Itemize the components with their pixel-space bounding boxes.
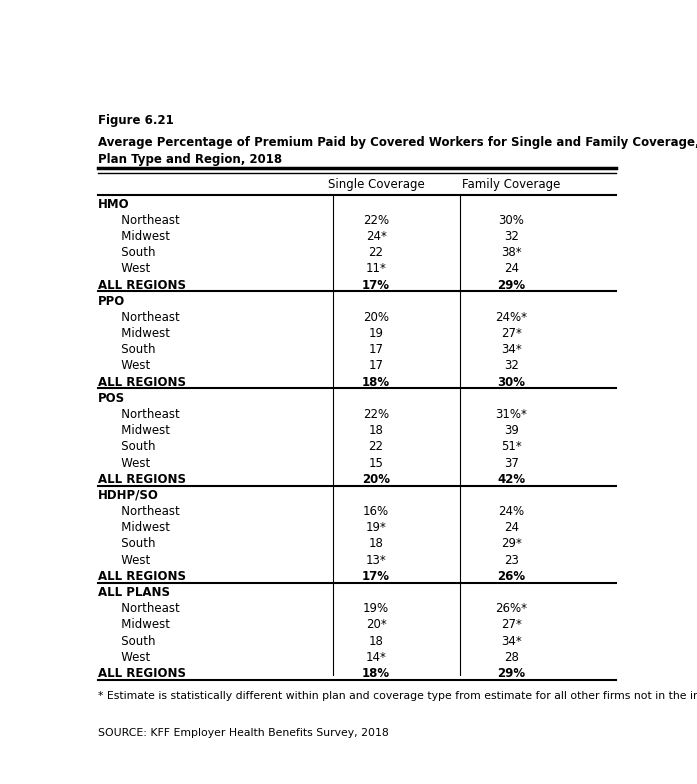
Text: Midwest: Midwest <box>110 424 170 437</box>
Text: 32: 32 <box>504 230 519 243</box>
Text: 24%: 24% <box>498 505 524 518</box>
Text: 15: 15 <box>369 456 383 470</box>
Text: 17: 17 <box>369 360 383 372</box>
Text: 34*: 34* <box>500 343 521 356</box>
Text: 24*: 24* <box>366 230 387 243</box>
Text: SOURCE: KFF Employer Health Benefits Survey, 2018: SOURCE: KFF Employer Health Benefits Sur… <box>98 728 389 738</box>
Text: West: West <box>110 456 150 470</box>
Text: 14*: 14* <box>366 651 387 664</box>
Text: 32: 32 <box>504 360 519 372</box>
Text: Northeast: Northeast <box>110 214 180 227</box>
Text: 24%*: 24%* <box>495 311 527 324</box>
Text: Family Coverage: Family Coverage <box>462 178 560 191</box>
Text: Midwest: Midwest <box>110 521 170 534</box>
Text: 27*: 27* <box>500 619 521 631</box>
Text: 24: 24 <box>504 521 519 534</box>
Text: 18: 18 <box>369 424 383 437</box>
Text: South: South <box>110 246 155 260</box>
Text: ALL REGIONS: ALL REGIONS <box>98 278 186 292</box>
Text: 19*: 19* <box>366 521 387 534</box>
Text: South: South <box>110 538 155 550</box>
Text: PPO: PPO <box>98 295 125 308</box>
Text: West: West <box>110 554 150 567</box>
Text: ALL REGIONS: ALL REGIONS <box>98 667 186 680</box>
Text: 16%: 16% <box>363 505 389 518</box>
Text: 19: 19 <box>369 327 383 340</box>
Text: 30%: 30% <box>498 214 524 227</box>
Text: ALL REGIONS: ALL REGIONS <box>98 570 186 583</box>
Text: West: West <box>110 651 150 664</box>
Text: 22%: 22% <box>363 408 389 421</box>
Text: Northeast: Northeast <box>110 408 180 421</box>
Text: 17: 17 <box>369 343 383 356</box>
Text: Northeast: Northeast <box>110 602 180 615</box>
Text: POS: POS <box>98 392 125 405</box>
Text: 17%: 17% <box>362 278 390 292</box>
Text: 29%: 29% <box>497 278 526 292</box>
Text: South: South <box>110 343 155 356</box>
Text: Average Percentage of Premium Paid by Covered Workers for Single and Family Cove: Average Percentage of Premium Paid by Co… <box>98 136 697 166</box>
Text: Single Coverage: Single Coverage <box>328 178 424 191</box>
Text: 31%*: 31%* <box>496 408 527 421</box>
Text: 34*: 34* <box>500 634 521 648</box>
Text: 51*: 51* <box>500 441 521 453</box>
Text: 42%: 42% <box>497 473 526 486</box>
Text: Midwest: Midwest <box>110 327 170 340</box>
Text: HDHP/SO: HDHP/SO <box>98 489 159 502</box>
Text: * Estimate is statistically different within plan and coverage type from estimat: * Estimate is statistically different wi… <box>98 691 697 702</box>
Text: 18: 18 <box>369 538 383 550</box>
Text: 20%: 20% <box>362 473 390 486</box>
Text: 11*: 11* <box>366 263 387 275</box>
Text: ALL PLANS: ALL PLANS <box>98 586 170 599</box>
Text: 18: 18 <box>369 634 383 648</box>
Text: 37: 37 <box>504 456 519 470</box>
Text: West: West <box>110 360 150 372</box>
Text: South: South <box>110 441 155 453</box>
Text: Midwest: Midwest <box>110 230 170 243</box>
Text: 28: 28 <box>504 651 519 664</box>
Text: ALL REGIONS: ALL REGIONS <box>98 376 186 389</box>
Text: Midwest: Midwest <box>110 619 170 631</box>
Text: ALL REGIONS: ALL REGIONS <box>98 473 186 486</box>
Text: 29*: 29* <box>500 538 521 550</box>
Text: 39: 39 <box>504 424 519 437</box>
Text: West: West <box>110 263 150 275</box>
Text: 22: 22 <box>369 246 383 260</box>
Text: 23: 23 <box>504 554 519 567</box>
Text: 22%: 22% <box>363 214 389 227</box>
Text: 24: 24 <box>504 263 519 275</box>
Text: 17%: 17% <box>362 570 390 583</box>
Text: 38*: 38* <box>501 246 521 260</box>
Text: 20*: 20* <box>366 619 387 631</box>
Text: 26%: 26% <box>497 570 526 583</box>
Text: 13*: 13* <box>366 554 387 567</box>
Text: HMO: HMO <box>98 198 130 211</box>
Text: Northeast: Northeast <box>110 505 180 518</box>
Text: 19%: 19% <box>363 602 389 615</box>
Text: 20%: 20% <box>363 311 389 324</box>
Text: 18%: 18% <box>362 667 390 680</box>
Text: 22: 22 <box>369 441 383 453</box>
Text: 29%: 29% <box>497 667 526 680</box>
Text: 26%*: 26%* <box>495 602 527 615</box>
Text: 27*: 27* <box>500 327 521 340</box>
Text: Northeast: Northeast <box>110 311 180 324</box>
Text: 30%: 30% <box>497 376 525 389</box>
Text: 18%: 18% <box>362 376 390 389</box>
Text: South: South <box>110 634 155 648</box>
Text: Figure 6.21: Figure 6.21 <box>98 114 174 127</box>
